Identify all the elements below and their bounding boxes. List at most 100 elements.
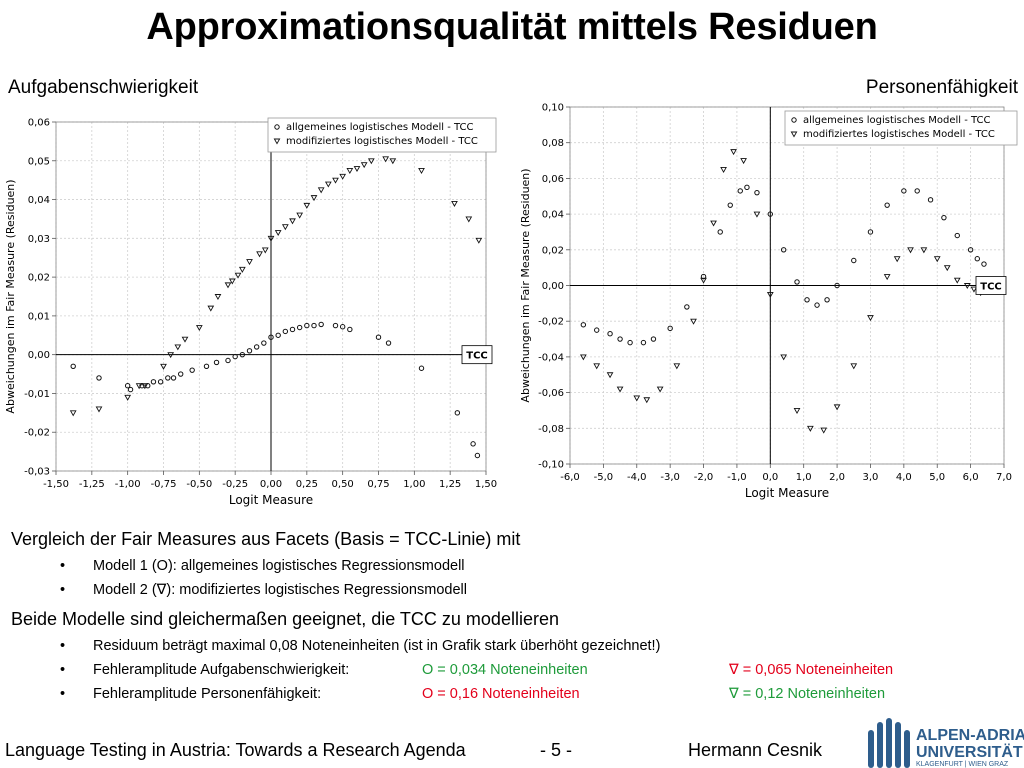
- data-point-circle: [311, 322, 317, 329]
- data-point-circle: [296, 324, 303, 331]
- data-point-triangle: [475, 237, 483, 244]
- data-point-circle: [375, 334, 382, 340]
- logo-text-line1: ALPEN-ADRIA: [916, 727, 1024, 744]
- x-tick-label: -0,75: [151, 479, 177, 490]
- data-point-circle: [282, 328, 289, 335]
- data-point-triangle: [465, 216, 473, 223]
- data-point-circle: [580, 322, 587, 328]
- y-tick-label: 0,05: [28, 156, 50, 167]
- data-point-circle: [96, 375, 102, 381]
- data-point-triangle: [317, 187, 325, 194]
- amplitude-ability-label: Fehleramplitude Personenfähigkeit:: [93, 686, 322, 702]
- bullet: •: [60, 638, 66, 654]
- data-point-triangle: [135, 383, 143, 390]
- y-tick-label: -0,02: [24, 428, 50, 439]
- data-point-circle: [225, 357, 231, 364]
- data-point-triangle: [820, 427, 828, 434]
- legend-label: allgemeines logistisches Modell - TCC: [286, 122, 474, 133]
- data-point-circle: [607, 330, 613, 337]
- x-tick-label: 1,00: [403, 479, 425, 490]
- data-point-circle: [347, 326, 353, 333]
- legend: allgemeines logistisches Modell - TCC mod…: [267, 117, 497, 153]
- x-tick-label: 4,0: [896, 472, 912, 483]
- data-point-triangle: [353, 166, 361, 173]
- data-point-circle: [470, 441, 476, 447]
- subtitle-person-ability: Personenfähigkeit: [865, 77, 1018, 98]
- data-point-circle: [157, 379, 164, 385]
- logo-text-line3: KLAGENFURT | WIEN GRAZ: [916, 761, 1009, 768]
- x-tick-label: 0,25: [296, 479, 318, 490]
- y-tick-label: 0,02: [28, 273, 50, 284]
- legend-circle-icon: [791, 117, 797, 123]
- data-point-triangle: [339, 173, 347, 180]
- data-point-triangle: [833, 404, 841, 411]
- x-tick-label: 3,0: [863, 472, 879, 483]
- x-tick-label: 6,0: [963, 472, 979, 483]
- data-point-triangle: [593, 363, 601, 370]
- legend-circle-icon: [274, 124, 280, 130]
- data-point-triangle: [963, 283, 971, 290]
- data-point-triangle: [246, 259, 253, 266]
- x-tick-label: -1,00: [115, 479, 141, 490]
- bullet: •: [60, 582, 66, 598]
- data-point-triangle: [780, 354, 788, 361]
- data-point-circle: [824, 297, 830, 303]
- data-point-triangle: [289, 218, 296, 225]
- bullet: •: [60, 686, 66, 702]
- x-tick-label: -5,0: [594, 472, 614, 483]
- y-tick-label: 0,04: [542, 210, 564, 221]
- data-point-triangle: [310, 195, 318, 202]
- slide-title: Approximationsqualität mittels Residuen: [146, 6, 878, 48]
- data-point-triangle: [753, 211, 761, 218]
- data-point-triangle: [970, 286, 978, 293]
- university-logo: ALPEN-ADRIA UNIVERSITÄT KLAGENFURT | WIE…: [868, 718, 1024, 768]
- conclusion-text: Beide Modelle sind gleichermaßen geeigne…: [11, 609, 559, 629]
- data-point-triangle: [720, 167, 727, 173]
- tcc-label-box: [975, 276, 1007, 295]
- x-tick-label: -1,25: [79, 479, 105, 490]
- y-tick-label: -0,01: [24, 389, 50, 400]
- residual-max-text: Residuum beträgt maximal 0,08 Noteneinhe…: [93, 638, 661, 654]
- data-point-triangle: [700, 277, 707, 284]
- data-point-circle: [165, 375, 171, 381]
- data-point-circle: [941, 214, 947, 221]
- data-point-triangle: [281, 224, 289, 231]
- y-axis-label: Abweichungen im Fair Measure (Residuen): [519, 168, 532, 402]
- data-point-triangle: [673, 363, 681, 370]
- data-point-circle: [667, 325, 673, 332]
- data-point-triangle: [656, 386, 664, 393]
- data-point-circle: [246, 348, 253, 354]
- comparison-text: Vergleich der Fair Measures aus Facets (…: [11, 529, 521, 549]
- data-point-triangle: [224, 282, 232, 289]
- data-point-triangle: [69, 410, 77, 417]
- y-tick-label: -0,10: [538, 460, 564, 471]
- data-point-triangle: [616, 386, 624, 393]
- x-tick-label: -0,25: [222, 479, 248, 490]
- legend-triangle-icon: [790, 131, 798, 138]
- data-point-triangle: [710, 220, 717, 227]
- x-axis-label: Logit Measure: [745, 486, 829, 500]
- data-point-circle: [744, 184, 750, 191]
- data-point-circle: [232, 353, 238, 360]
- legend-label: modifiziertes logistisches Modell - TCC: [803, 129, 995, 140]
- data-point-triangle: [920, 247, 928, 254]
- data-point-circle: [780, 247, 787, 253]
- legend-box: [267, 117, 497, 153]
- data-point-triangle: [850, 363, 858, 370]
- data-point-circle: [213, 359, 220, 366]
- data-point-circle: [727, 202, 733, 208]
- data-point-triangle: [174, 344, 182, 351]
- data-point-triangle: [907, 247, 914, 254]
- legend-label: modifiziertes logistisches Modell - TCC: [286, 136, 478, 147]
- x-tick-label: 0,0: [762, 472, 778, 483]
- data-point-circle: [253, 344, 260, 350]
- data-point-circle: [627, 339, 633, 346]
- data-point-triangle: [346, 168, 354, 174]
- x-tick-label: -6,0: [560, 472, 580, 483]
- data-point-triangle: [234, 272, 242, 279]
- data-point-circle: [884, 202, 890, 208]
- data-point-circle: [289, 326, 296, 333]
- x-tick-label: -4,0: [627, 472, 647, 483]
- data-point-circle: [717, 229, 723, 235]
- x-tick-label: 5,0: [929, 472, 945, 483]
